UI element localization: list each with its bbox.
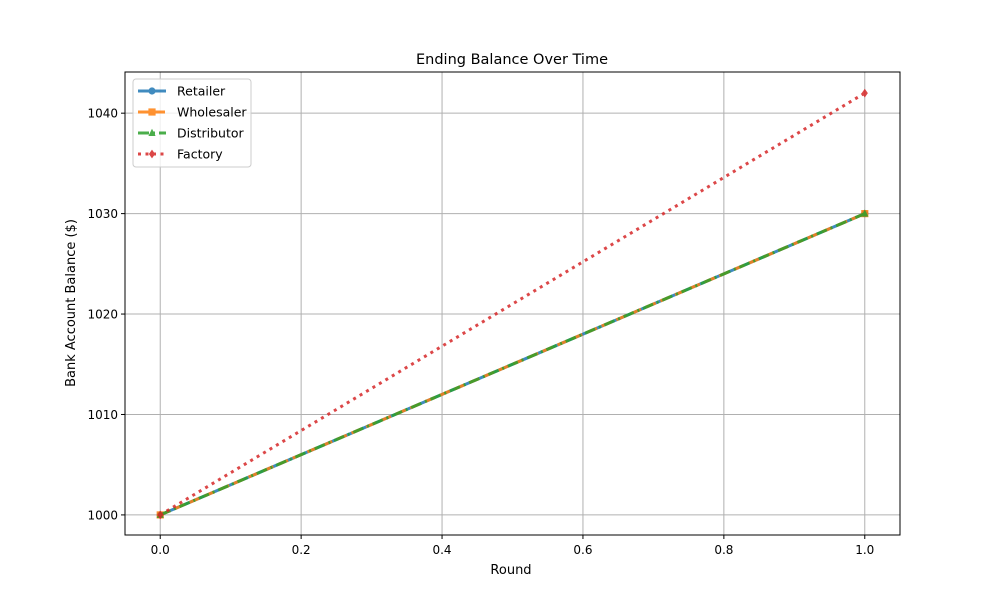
y-tick-label: 1040 — [87, 107, 118, 121]
series-line-distributor — [159, 212, 866, 517]
legend-label-wholesaler: Wholesaler — [177, 105, 247, 120]
y-tick-label: 1010 — [87, 408, 118, 422]
y-tick-label: 1030 — [87, 207, 118, 221]
legend-item-retailer — [138, 87, 166, 95]
x-tick-label: 0.2 — [292, 543, 311, 557]
series-line-factory — [159, 91, 866, 517]
legend-item-distributor — [138, 128, 166, 136]
data-point-factory — [157, 510, 164, 520]
legend-marker-distributor — [148, 128, 156, 136]
legend-label-retailer: Retailer — [177, 84, 226, 99]
series-factory — [157, 88, 868, 520]
x-tick-label: 0.6 — [573, 543, 592, 557]
x-tick-label: 0.0 — [151, 543, 170, 557]
legend-label-distributor: Distributor — [177, 126, 245, 141]
x-tick-label: 0.4 — [432, 543, 451, 557]
legend: Retailer Wholesaler Distributor Factory — [132, 78, 252, 168]
x-axis-label: Round — [490, 563, 531, 578]
data-point-distributor — [861, 209, 869, 217]
data-point-factory — [861, 88, 868, 98]
grid-lines — [125, 72, 900, 535]
legend-item-factory — [138, 149, 166, 159]
plot-area-frame — [124, 71, 901, 536]
x-tick-label: 1.0 — [855, 543, 874, 557]
x-tick-label: 0.8 — [714, 543, 733, 557]
y-axis-label: Bank Account Balance ($) — [64, 219, 79, 387]
legend-marker-factory — [148, 149, 156, 159]
series-lines — [156, 88, 869, 520]
legend-label-factory: Factory — [177, 147, 223, 162]
y-tick-label: 1020 — [87, 308, 118, 322]
chart-title: Ending Balance Over Time — [416, 52, 608, 68]
legend-marker-retailer — [148, 87, 156, 95]
legend-item-wholesaler — [138, 108, 166, 116]
y-tick-label: 1000 — [87, 508, 118, 522]
legend-box — [132, 78, 252, 168]
axis-ticks: 0.0 0.2 0.4 0.6 0.8 1.0 1000 1010 1020 1030 1040 — [87, 107, 874, 557]
legend-marker-wholesaler — [148, 108, 156, 116]
